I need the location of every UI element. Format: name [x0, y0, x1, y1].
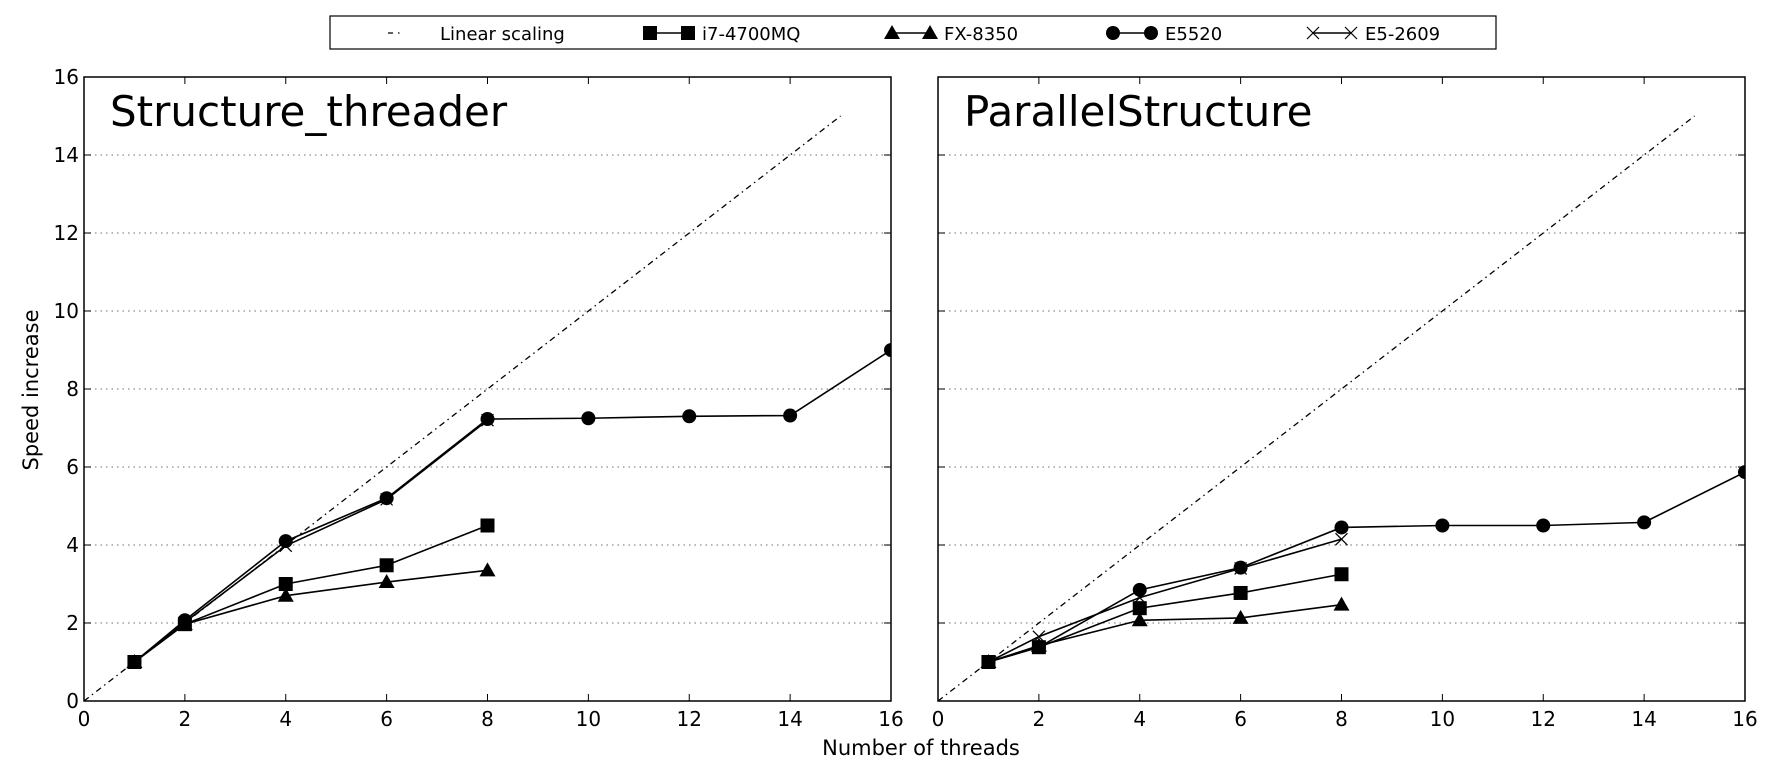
series-layer	[938, 115, 1745, 701]
series-layer	[84, 115, 891, 701]
data-point-e5-2609	[1133, 591, 1147, 605]
legend-marker	[1306, 26, 1320, 40]
data-point-e5520	[1637, 515, 1652, 530]
x-tick-label: 12	[677, 707, 702, 731]
y-tick-label: 8	[66, 377, 79, 401]
x-tick-label: 0	[932, 707, 945, 731]
data-point-e5520	[379, 491, 394, 506]
y-tick-label: 2	[66, 611, 79, 635]
data-point-fx-8350	[277, 587, 294, 602]
legend-marker	[922, 25, 938, 39]
x-tick-label: 6	[1234, 707, 1247, 731]
x-tick-label: 14	[1631, 707, 1656, 731]
data-point-e5520	[884, 343, 891, 357]
legend-marker	[1106, 26, 1120, 40]
y-tick-label: 12	[54, 221, 79, 245]
data-point-e5520	[1132, 582, 1147, 597]
x-tick-label: 4	[1133, 707, 1146, 731]
data-point-e5-2609	[1234, 561, 1248, 575]
data-point-e5520	[581, 411, 596, 426]
data-point-e5520	[177, 613, 192, 628]
legend-entry-e5520: E5520	[1106, 24, 1222, 45]
legend-marker	[643, 26, 657, 40]
data-point-e5-2609	[279, 539, 293, 553]
legend-entry-i7-4700mq: i7-4700MQ	[643, 24, 800, 45]
y-tick-label: 0	[66, 689, 79, 713]
data-point-e5-2609	[178, 615, 192, 629]
data-point-e5-2609	[380, 492, 394, 506]
y-axis-label: Speed increase	[19, 309, 43, 470]
x-axis-label: Number of threads	[822, 736, 1020, 760]
legend-marker	[1144, 26, 1158, 40]
legend-entry-linear-scaling: Linear scaling	[388, 24, 565, 45]
data-point-e5-2609	[982, 655, 995, 669]
legend-label: Linear scaling	[440, 24, 565, 45]
data-point-e5520	[1334, 520, 1349, 535]
data-point-fx-8350	[1131, 612, 1148, 627]
series-line-i7-4700mq	[133, 524, 488, 663]
y-tick-label: 16	[54, 65, 79, 89]
x-tick-label: 6	[380, 707, 393, 731]
x-tick-label: 10	[1430, 707, 1455, 731]
data-point-fx-8350	[378, 574, 395, 589]
data-point-e5-2609	[1032, 630, 1046, 644]
series-line-e5520	[988, 471, 1745, 663]
data-point-i7-4700mq	[1132, 601, 1147, 616]
data-point-i7-4700mq	[1233, 585, 1248, 600]
legend-entry-fx-8350: FX-8350	[884, 24, 1018, 45]
y-tick-label: 4	[66, 533, 79, 557]
x-tick-label: 12	[1531, 707, 1556, 731]
panel-title: Structure_threader	[110, 87, 508, 136]
legend-label: i7-4700MQ	[702, 24, 800, 45]
data-point-e5520	[1536, 518, 1551, 533]
x-tick-label: 2	[1033, 707, 1046, 731]
chart-panel-parallelstructure: 0 2 4 6 8 10 12 14 16 ParallelStructure	[932, 76, 1758, 731]
data-point-fx-8350	[479, 562, 496, 577]
series-line-e5520	[133, 349, 891, 663]
y-tick-label: 6	[66, 455, 79, 479]
panel-title: ParallelStructure	[964, 87, 1312, 136]
legend-label: FX-8350	[944, 24, 1018, 45]
x-tick-label: 2	[179, 707, 192, 731]
data-point-e5-2609	[128, 655, 141, 669]
legend-marker	[1344, 26, 1358, 40]
data-point-fx-8350	[1232, 609, 1249, 624]
data-point-e5520	[1031, 640, 1046, 655]
x-tick-label: 8	[481, 707, 494, 731]
x-tick-label: 10	[576, 707, 601, 731]
data-point-e5-2609	[481, 413, 494, 427]
legend-marker	[681, 26, 695, 40]
data-point-i7-4700mq	[379, 558, 394, 573]
legend-marker	[884, 25, 900, 39]
x-tick-label: 16	[1732, 707, 1757, 731]
x-tick-label: 4	[279, 707, 292, 731]
chart-panel-structure-threader: 0 2 4 6 8 10 12 14 16 0 2 4 6 8 10 12 14 16 Structure_thre…	[54, 65, 904, 731]
y-tick-label: 10	[54, 299, 79, 323]
series-line-linear-scaling	[938, 115, 1695, 701]
data-point-e5520	[682, 409, 697, 424]
data-point-i7-4700mq	[480, 518, 495, 533]
x-tick-label: 14	[777, 707, 802, 731]
legend: Linear scaling i7-4700MQ FX-8350 E5520 E5-26…	[329, 15, 1497, 50]
data-point-fx-8350	[1333, 596, 1350, 611]
data-point-e5-2609	[1335, 532, 1348, 546]
data-point-e5520	[1738, 465, 1745, 480]
legend-label: E5-2609	[1365, 24, 1440, 45]
y-tick-label: 14	[54, 143, 79, 167]
legend-entry-e5-2609: E5-2609	[1306, 24, 1440, 45]
data-point-e5520	[1435, 518, 1450, 533]
data-point-i7-4700mq	[1334, 567, 1349, 582]
x-tick-label: 0	[78, 707, 91, 731]
data-point-i7-4700mq	[278, 577, 293, 591]
legend-label: E5520	[1165, 24, 1222, 45]
data-point-e5520	[783, 408, 798, 423]
x-tick-label: 8	[1335, 707, 1348, 731]
x-tick-label: 16	[878, 707, 903, 731]
